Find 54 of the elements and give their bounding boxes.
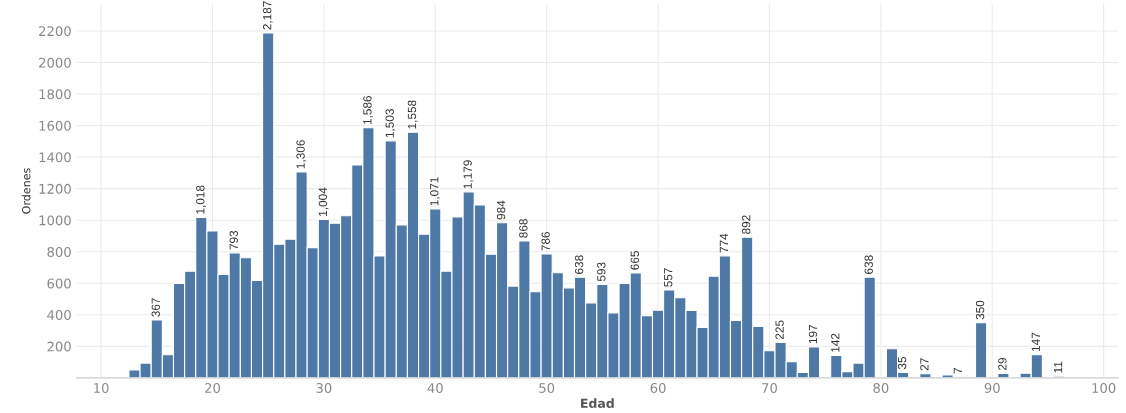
data-label: 147 [1031,332,1040,352]
data-label: 665 [630,251,639,270]
x-tick-label: 80 [873,382,889,393]
data-label: 1,503 [385,109,396,138]
data-label: 225 [775,320,784,340]
data-label: 1,586 [363,95,373,125]
data-label: 35 [897,356,907,370]
y-tick-label: 1600 [39,120,71,131]
x-tick-label: 100 [1092,382,1116,393]
x-tick-label: 30 [316,382,332,393]
y-tick-label: 600 [47,278,71,289]
data-label: 984 [496,200,506,220]
x-tick-label: 70 [762,382,777,393]
data-label: 892 [741,215,751,234]
y-tick-label: 1400 [39,152,71,163]
data-label: 27 [920,358,929,371]
data-label: 1,018 [196,185,206,214]
data-label: 638 [574,255,584,274]
data-label: 1,004 [318,187,329,216]
data-label: 29 [998,357,1007,370]
data-label: 1,306 [296,140,307,169]
x-tick-label: 40 [427,382,443,393]
y-tick-label: 2200 [39,26,71,37]
data-label: 868 [519,219,528,238]
x-tick-label: 10 [94,382,109,393]
data-label: 350 [975,300,985,320]
data-label: 638 [864,255,873,274]
y-axis-title: Ordenes [21,168,31,214]
y-tick-label: 400 [47,310,71,321]
x-tick-label: 20 [205,382,220,393]
data-label: 197 [808,324,818,344]
data-label: 7 [953,368,962,374]
y-tick-label: 2000 [39,57,71,68]
data-label: 142 [831,333,840,352]
data-label: 1,179 [463,160,474,189]
x-tick-label: 50 [539,382,555,393]
y-tick-label: 1200 [39,183,71,194]
y-tick-label: 200 [47,341,71,352]
data-label: 793 [229,230,238,250]
data-label: 1,558 [407,100,418,129]
data-label: 774 [719,233,728,253]
y-tick-label: 1800 [39,89,71,100]
data-label: 593 [597,262,606,282]
data-label: 367 [151,298,160,317]
data-label: 11 [1054,361,1063,373]
data-label: 786 [541,231,550,251]
y-tick-label: 800 [47,246,71,257]
y-tick-label: 1000 [39,215,71,226]
data-label: 1,071 [430,177,440,206]
data-label: 2,187 [262,1,273,30]
x-tick-label: 60 [650,382,666,393]
x-tick-label: 90 [984,382,1000,393]
x-axis-title: Edad [581,398,614,408]
data-label: 557 [664,268,673,287]
